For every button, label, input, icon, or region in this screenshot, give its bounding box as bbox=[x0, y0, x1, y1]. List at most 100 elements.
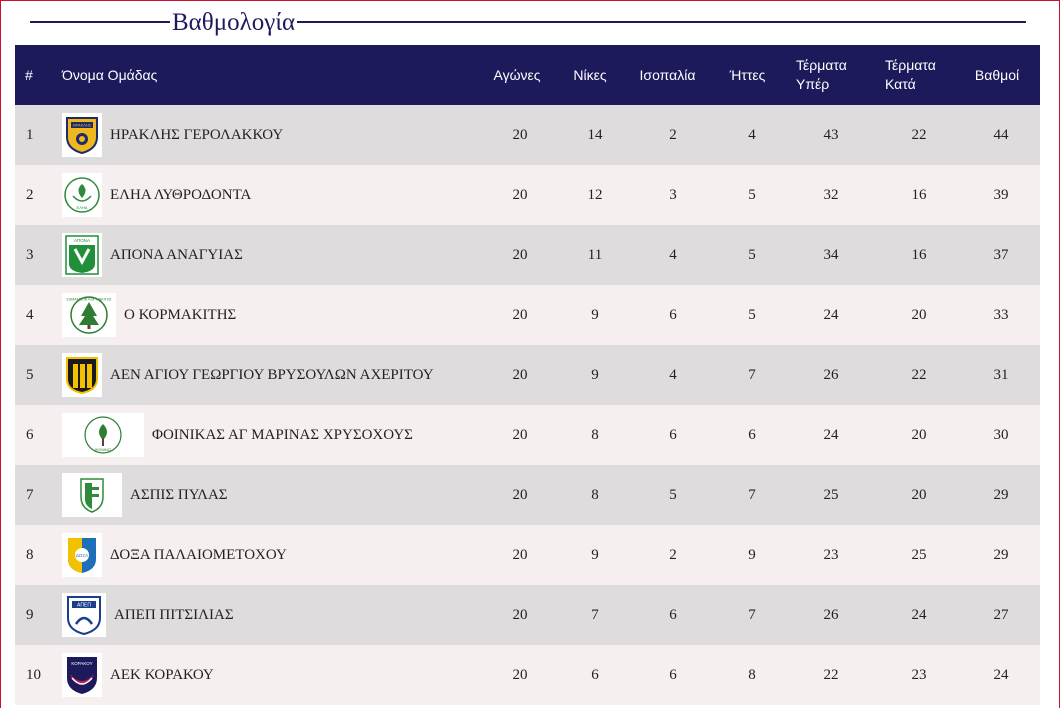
cell-losses: 9 bbox=[748, 546, 756, 563]
cell-position: 4 bbox=[26, 306, 34, 323]
team-name[interactable]: ΑΕΝ ΑΓΙΟΥ ΓΕΩΡΓΙΟΥ ΒΡΥΣΟΥΛΩΝ ΑΧΕΡΙΤΟΥ bbox=[110, 366, 434, 383]
table-row[interactable]: 5 ΑΕΝ ΑΓΙΟΥ ΓΕΩΡΓΙΟΥ ΒΡΥΣΟΥΛΩΝ ΑΧΕΡΙΤΟΥ 2… bbox=[15, 345, 1040, 405]
header-goals-against-line1: Τέρματα bbox=[885, 57, 936, 73]
cell-goals-against: 16 bbox=[911, 186, 927, 203]
cell-losses: 7 bbox=[748, 486, 756, 503]
header-goals-against[interactable]: Τέρματα Κατά bbox=[885, 45, 955, 105]
header-pos[interactable]: # bbox=[25, 66, 33, 83]
cell-points: 33 bbox=[993, 306, 1009, 323]
cell-played: 20 bbox=[512, 606, 528, 623]
svg-text:ΣΩΜΑΤΕΙΟΝ ΚΟΡΜΑΚΙΤΗΣ: ΣΩΜΑΤΕΙΟΝ ΚΟΡΜΑΚΙΤΗΣ bbox=[66, 298, 112, 302]
cell-losses: 7 bbox=[748, 606, 756, 623]
table-row[interactable]: 8 ΔΟΞΑ ΔΟΞΑ ΠΑΛΑΙΟΜΕΤΟΧΟΥ 20 9 2 9 23 25 29 bbox=[15, 525, 1040, 585]
svg-text:ΕΛΗΑ: ΕΛΗΑ bbox=[77, 205, 88, 210]
herakles-crest-icon: ΗΡΑΚΛΗΣ bbox=[62, 113, 102, 157]
cell-played: 20 bbox=[512, 486, 528, 503]
header-goals-for-line2: Υπέρ bbox=[796, 76, 830, 92]
cell-losses: 4 bbox=[748, 126, 756, 143]
cell-wins: 9 bbox=[591, 306, 599, 323]
team-name[interactable]: ΦΟΙΝΙΚΑΣ ΑΓ ΜΑΡΙΝΑΣ ΧΡΥΣΟΧΟΥΣ bbox=[152, 426, 413, 443]
cell-points: 39 bbox=[993, 186, 1009, 203]
cell-played: 20 bbox=[512, 426, 528, 443]
cell-position: 7 bbox=[26, 486, 34, 503]
cell-played: 20 bbox=[512, 126, 528, 143]
cell-points: 29 bbox=[993, 486, 1009, 503]
cell-draws: 6 bbox=[669, 606, 677, 623]
table-row[interactable]: 6 ΦΟΙΝΙΚΑΣ ΦΟΙΝΙΚΑΣ ΑΓ ΜΑΡΙΝΑΣ ΧΡΥΣΟΧΟΥΣ… bbox=[15, 405, 1040, 465]
team-name[interactable]: ΑΣΠΙΣ ΠΥΛΑΣ bbox=[130, 486, 228, 503]
cell-losses: 8 bbox=[748, 666, 756, 683]
cell-wins: 14 bbox=[587, 126, 603, 143]
team-name[interactable]: Ο ΚΟΡΜΑΚΙΤΗΣ bbox=[124, 306, 237, 323]
table-row[interactable]: 4 ΣΩΜΑΤΕΙΟΝ ΚΟΡΜΑΚΙΤΗΣ Ο ΚΟΡΜΑΚΙΤΗΣ 20 9 6 5… bbox=[15, 285, 1040, 345]
cell-losses: 7 bbox=[748, 366, 756, 383]
team-name[interactable]: ΑΠΕΠ ΠΙΤΣΙΛΙΑΣ bbox=[114, 606, 234, 623]
cell-wins: 9 bbox=[591, 366, 599, 383]
header-team[interactable]: Όνομα Ομάδας bbox=[62, 66, 158, 83]
header-goals-for-line1: Τέρματα bbox=[796, 57, 847, 73]
header-losses[interactable]: Ήττες bbox=[729, 66, 766, 83]
team-name[interactable]: ΕΛΗΑ ΛΥΘΡΟΔΟΝΤΑ bbox=[110, 186, 252, 203]
cell-played: 20 bbox=[512, 546, 528, 563]
aek-crest-icon: ΚΟΡΑΚΟΥ bbox=[62, 653, 102, 697]
table-row[interactable]: 10 ΚΟΡΑΚΟΥ ΑΕΚ ΚΟΡΑΚΟΥ 20 6 6 8 22 23 24 bbox=[15, 645, 1040, 705]
header-goals-against-line2: Κατά bbox=[885, 76, 916, 92]
cell-position: 1 bbox=[26, 126, 34, 143]
header-points[interactable]: Βαθμοί bbox=[974, 66, 1020, 83]
cell-draws: 6 bbox=[669, 426, 677, 443]
cell-wins: 9 bbox=[591, 546, 599, 563]
svg-text:ΔΟΞΑ: ΔΟΞΑ bbox=[76, 553, 88, 558]
header-wins[interactable]: Νίκες bbox=[573, 66, 607, 83]
foinikas-crest-icon: ΦΟΙΝΙΚΑΣ bbox=[62, 413, 144, 457]
svg-text:ΑΠΕΠ: ΑΠΕΠ bbox=[77, 603, 91, 609]
cell-wins: 6 bbox=[591, 666, 599, 683]
team-name[interactable]: ΑΠΟΝΑ ΑΝΑΓΥΙΑΣ bbox=[110, 246, 243, 263]
team-name[interactable]: ΑΕΚ ΚΟΡΑΚΟΥ bbox=[110, 666, 214, 683]
header-draws[interactable]: Ισοπαλία bbox=[639, 66, 696, 83]
cell-goals-for: 24 bbox=[823, 426, 839, 443]
cell-played: 20 bbox=[512, 366, 528, 383]
cell-draws: 5 bbox=[669, 486, 677, 503]
cell-losses: 6 bbox=[748, 426, 756, 443]
cell-played: 20 bbox=[512, 246, 528, 263]
cell-played: 20 bbox=[512, 306, 528, 323]
header-played[interactable]: Αγώνες bbox=[493, 66, 541, 83]
cell-points: 30 bbox=[993, 426, 1009, 443]
cell-goals-for: 34 bbox=[823, 246, 839, 263]
cell-position: 5 bbox=[26, 366, 34, 383]
title-rule bbox=[30, 21, 1026, 23]
table-row[interactable]: 3 ΑΠΟΝΑ ΑΠΟΝΑ ΑΝΑΓΥΙΑΣ 20 11 4 5 34 16 37 bbox=[15, 225, 1040, 285]
cell-goals-against: 20 bbox=[911, 426, 927, 443]
table-header: # Όνομα Ομάδας Αγώνες Νίκες Ισοπαλία Ήττ… bbox=[15, 45, 1040, 105]
team-name[interactable]: ΗΡΑΚΛΗΣ ΓΕΡΟΛΑΚΚΟΥ bbox=[110, 126, 284, 143]
cell-played: 20 bbox=[512, 666, 528, 683]
table-row[interactable]: 9 ΑΠΕΠ ΑΠΕΠ ΠΙΤΣΙΛΙΑΣ 20 7 6 7 26 24 27 bbox=[15, 585, 1040, 645]
cell-goals-for: 25 bbox=[823, 486, 839, 503]
cell-wins: 8 bbox=[591, 486, 599, 503]
cell-draws: 6 bbox=[669, 306, 677, 323]
table-row[interactable]: 1 ΗΡΑΚΛΗΣ ΗΡΑΚΛΗΣ ΓΕΡΟΛΑΚΚΟΥ 20 14 2 4 43 22 44 bbox=[15, 105, 1040, 165]
svg-text:ΦΟΙΝΙΚΑΣ: ΦΟΙΝΙΚΑΣ bbox=[95, 448, 113, 452]
cell-goals-for: 22 bbox=[823, 666, 839, 683]
cell-goals-against: 24 bbox=[911, 606, 927, 623]
team-name[interactable]: ΔΟΞΑ ΠΑΛΑΙΟΜΕΤΟΧΟΥ bbox=[110, 546, 287, 563]
cell-goals-for: 26 bbox=[823, 366, 839, 383]
cell-goals-against: 23 bbox=[911, 666, 927, 683]
header-goals-for[interactable]: Τέρματα Υπέρ bbox=[796, 45, 866, 105]
cell-draws: 4 bbox=[669, 246, 677, 263]
cell-goals-against: 20 bbox=[911, 306, 927, 323]
apep-crest-icon: ΑΠΕΠ bbox=[62, 593, 106, 637]
cell-played: 20 bbox=[512, 186, 528, 203]
cell-wins: 7 bbox=[591, 606, 599, 623]
cell-points: 24 bbox=[993, 666, 1009, 683]
cell-draws: 6 bbox=[669, 666, 677, 683]
table-row[interactable]: 2 ΕΛΗΑ ΕΛΗΑ ΛΥΘΡΟΔΟΝΤΑ 20 12 3 5 32 16 39 bbox=[15, 165, 1040, 225]
cell-goals-against: 20 bbox=[911, 486, 927, 503]
cell-position: 9 bbox=[26, 606, 34, 623]
cell-position: 8 bbox=[26, 546, 34, 563]
cell-position: 10 bbox=[26, 666, 41, 683]
doxa-crest-icon: ΔΟΞΑ bbox=[62, 533, 102, 577]
table-row[interactable]: 7 ΑΣΠΙΣ ΠΥΛΑΣ 20 8 5 7 25 20 29 bbox=[15, 465, 1040, 525]
aen-crest-icon bbox=[62, 353, 102, 397]
cell-draws: 4 bbox=[669, 366, 677, 383]
